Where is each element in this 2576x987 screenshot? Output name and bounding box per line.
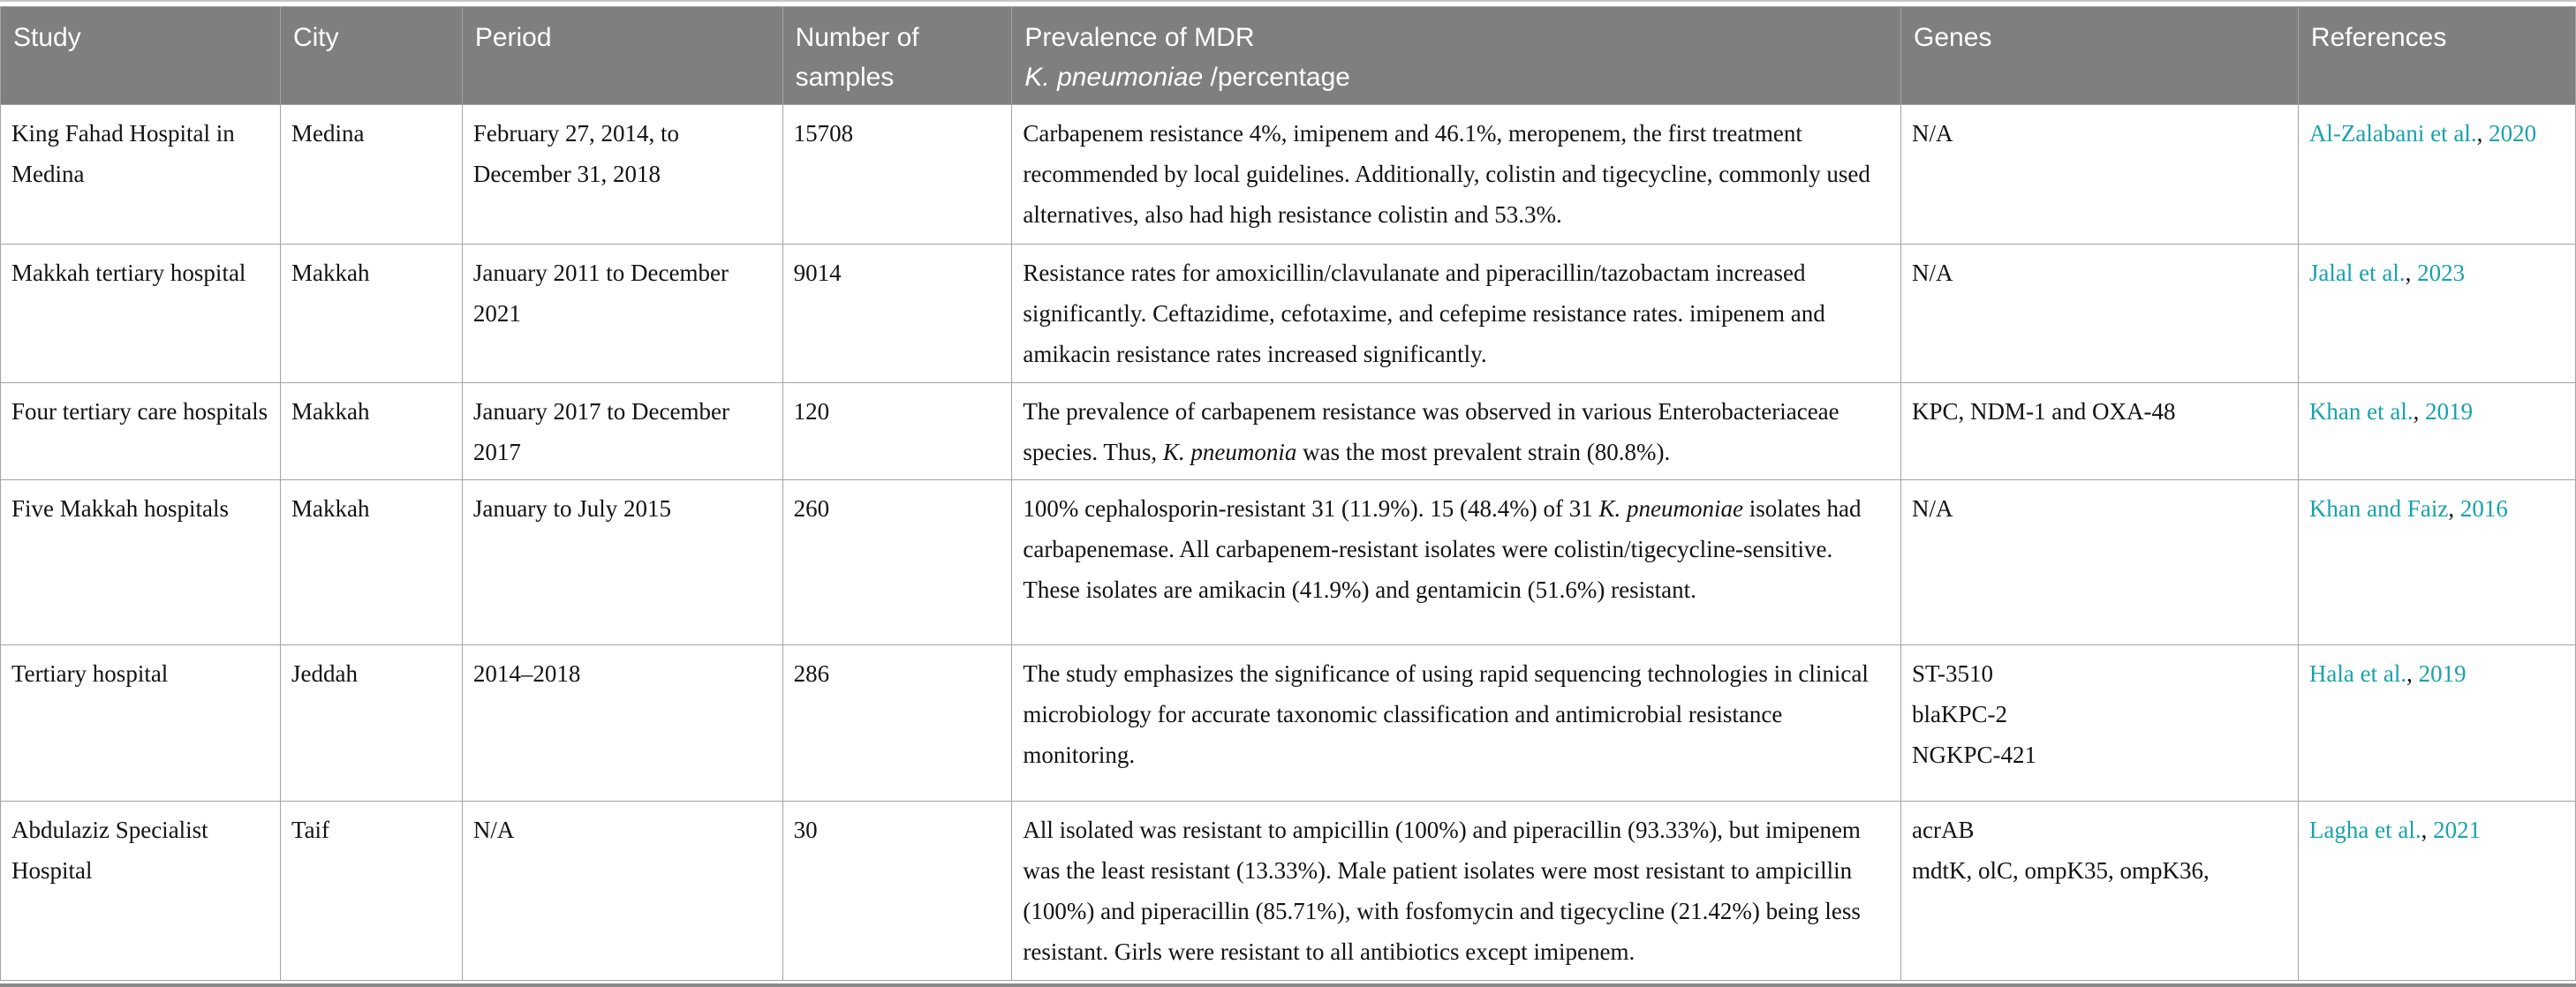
cell-reference: Khan and Faiz, 2016	[2297, 479, 2576, 646]
cell-study: Abdulaziz Specialist Hospital	[0, 801, 281, 982]
text-segment: Resistance rates for amoxicillin/clavula…	[1023, 260, 1825, 367]
column-header-samples: Number of samples	[782, 6, 1013, 105]
cell-city: Medina	[279, 104, 463, 245]
header-row: Study City Period Number of samples Prevalen…	[0, 6, 2576, 105]
cell-study: Four tertiary care hospitals	[0, 381, 281, 481]
reference-separator: ,	[2413, 397, 2426, 425]
reference-link-authors[interactable]: Khan and Faiz	[2308, 495, 2449, 523]
cell-samples: 286	[782, 644, 1013, 802]
text-segment: 100% cephalosporin-resistant 31 (11.9%).…	[1023, 495, 1599, 523]
reference-link-year[interactable]: 2023	[2417, 260, 2466, 286]
table-row: Makkah tertiary hospital Makkah January 20…	[0, 244, 2576, 383]
gene-line: KPC, NDM-1 and OXA-48	[1911, 397, 2176, 425]
table-row: Tertiary hospital Jeddah 2014–2018 286 The s…	[0, 644, 2576, 802]
cell-samples: 15708	[782, 104, 1013, 245]
reference-link-year[interactable]: 2019	[2425, 397, 2474, 425]
gene-line: N/A	[1911, 495, 1953, 523]
reference-separator: ,	[2406, 660, 2419, 688]
text-segment: /percentage	[1203, 63, 1350, 92]
text-segment: The prevalence of carbapenem resistance …	[1023, 397, 1839, 465]
gene-line: NGKPC-421	[1911, 742, 2036, 769]
column-header-period: Period	[461, 6, 783, 105]
cell-period: January to July 2015	[461, 479, 783, 646]
cell-prevalence: Carbapenem resistance 4%, imipenem and 4…	[1011, 104, 1901, 245]
column-header-prevalence: Prevalence of MDR K. pneumoniae /percenta…	[1011, 6, 1901, 105]
cell-period: 2014–2018	[461, 644, 783, 802]
reference-separator: ,	[2476, 120, 2489, 147]
column-header-study: Study	[0, 6, 281, 105]
cell-samples: 9014	[782, 244, 1013, 383]
reference-separator: ,	[2448, 495, 2460, 523]
reference-link-authors[interactable]: Hala et al.	[2308, 660, 2407, 688]
gene-line: ST-3510	[1911, 660, 1994, 688]
studies-table: Study City Period Number of samples Prevalen…	[0, 6, 2576, 982]
reference-link-authors[interactable]: Al-Zalabani et al.	[2308, 120, 2477, 147]
reference-link-year[interactable]: 2016	[2459, 495, 2508, 523]
reference-separator: ,	[2405, 260, 2418, 286]
cell-prevalence: Resistance rates for amoxicillin/clavula…	[1011, 244, 1901, 383]
cell-reference: Hala et al., 2019	[2297, 644, 2576, 802]
gene-line: acrAB	[1911, 817, 1975, 844]
cell-study: King Fahad Hospital in Medina	[0, 104, 281, 245]
table-row: King Fahad Hospital in Medina Medina Febru…	[0, 104, 2576, 245]
italic-text-segment: K. pneumoniae	[1024, 63, 1204, 92]
text-segment: isolates had carbapenemase. All carbapen…	[1023, 495, 1862, 604]
gene-line: N/A	[1911, 260, 1953, 286]
cell-prevalence: 100% cephalosporin-resistant 31 (11.9%).…	[1011, 479, 1901, 646]
reference-link-year[interactable]: 2019	[2418, 660, 2466, 688]
cell-samples: 120	[782, 381, 1013, 481]
text-segment: The study emphasizes the significance of…	[1023, 660, 1869, 769]
column-header-city: City	[279, 6, 463, 105]
cell-samples: 30	[782, 801, 1013, 982]
cell-city: Jeddah	[279, 644, 463, 802]
gene-line: mdtK, olC, ompK35, ompK36,	[1911, 857, 2210, 885]
text-segment: Prevalence of MDR	[1024, 23, 1255, 52]
cell-city: Taif	[279, 801, 463, 982]
cell-city: Makkah	[279, 381, 463, 481]
cell-reference: Lagha et al., 2021	[2297, 801, 2576, 982]
text-segment: Carbapenem resistance 4%, imipenem and 4…	[1023, 120, 1870, 228]
cell-prevalence: All isolated was resistant to ampicillin…	[1011, 801, 1901, 982]
reference-separator: ,	[2421, 817, 2434, 844]
cell-genes: ST-3510 blaKPC-2 NGKPC-421	[1900, 644, 2299, 802]
cell-samples: 260	[782, 479, 1013, 646]
cell-period: February 27, 2014, to December 31, 2018	[461, 104, 783, 245]
cell-period: January 2017 to December 2017	[461, 381, 783, 481]
cell-genes: KPC, NDM-1 and OXA-48	[1900, 381, 2299, 481]
gene-line: blaKPC-2	[1911, 701, 2007, 728]
cell-genes: N/A	[1900, 244, 2299, 383]
gene-line: N/A	[1911, 120, 1953, 147]
cell-reference: Jalal et al., 2023	[2297, 244, 2576, 383]
table-row: Four tertiary care hospitals Makkah Januar…	[0, 381, 2576, 481]
cell-city: Makkah	[279, 244, 463, 383]
cell-study: Tertiary hospital	[0, 644, 281, 802]
reference-link-authors[interactable]: Lagha et al.	[2308, 817, 2421, 844]
cell-reference: Khan et al., 2019	[2297, 381, 2576, 481]
reference-link-year[interactable]: 2020	[2489, 120, 2537, 147]
text-segment: All isolated was resistant to ampicillin…	[1023, 817, 1861, 966]
cell-study: Makkah tertiary hospital	[0, 244, 281, 383]
cell-city: Makkah	[279, 479, 463, 646]
reference-link-authors[interactable]: Khan et al.	[2308, 397, 2414, 425]
cell-study: Five Makkah hospitals	[0, 479, 281, 646]
cell-genes: N/A	[1900, 479, 2299, 646]
text-segment: was the most prevalent strain (80.8%).	[1296, 438, 1671, 465]
reference-link-authors[interactable]: Jalal et al.	[2308, 260, 2406, 286]
cell-prevalence: The study emphasizes the significance of…	[1011, 644, 1901, 802]
cell-period: January 2011 to December 2021	[461, 244, 783, 383]
table-row: Abdulaziz Specialist Hospital Taif N/A 30 Al…	[0, 801, 2576, 982]
table-row: Five Makkah hospitals Makkah January to Ju…	[0, 479, 2576, 646]
column-header-genes: Genes	[1900, 6, 2299, 105]
cell-period: N/A	[461, 801, 783, 982]
column-header-references: References	[2297, 6, 2576, 105]
cell-prevalence: The prevalence of carbapenem resistance …	[1011, 381, 1901, 481]
cell-genes: acrAB mdtK, olC, ompK35, ompK36,	[1900, 801, 2299, 982]
cell-genes: N/A	[1900, 104, 2299, 245]
reference-link-year[interactable]: 2021	[2433, 817, 2482, 844]
cell-reference: Al-Zalabani et al., 2020	[2297, 104, 2576, 245]
italic-text-segment: K. pneumoniae	[1598, 495, 1743, 523]
italic-text-segment: K. pneumonia	[1162, 438, 1297, 465]
